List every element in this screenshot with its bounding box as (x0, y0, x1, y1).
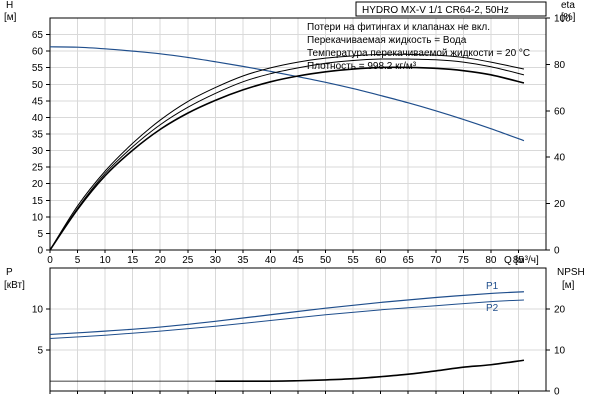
x-tick-label: 0 (47, 255, 53, 266)
note-line: Температура перекачиваемой жидкости = 20… (307, 48, 530, 59)
y2-tick-label: 40 (554, 153, 566, 164)
y-tick-label: 5 (37, 229, 43, 240)
chart-title: HYDRO MX-V 1/1 CR64-2, 50Hz (362, 5, 509, 16)
x-tick-label: 15 (127, 255, 139, 266)
x-axis-unit-q: [м³/ч] (515, 255, 539, 266)
series-line-4 (215, 359, 525, 382)
series-line-2 (49, 53, 525, 251)
note-line: Перекачиваемая жидкость = Вода (307, 35, 467, 46)
x-tick-label: 65 (403, 255, 415, 266)
head-efficiency-panel: 0 5 10 15 20 25 30 35 40 45 50 55 60 65 0 20 40 60 80 100 0 5… (32, 14, 571, 267)
y-tick-label: 30 (32, 146, 44, 157)
note-line: Плотность = 998.2 кг/м³ (307, 61, 417, 72)
y2-tick-label: 20 (554, 305, 566, 316)
x-tick-label: 10 (100, 255, 112, 266)
y-tick-label: 55 (32, 63, 44, 74)
y2-tick-label: 0 (554, 246, 560, 257)
y2-axis-label-npsh: NPSH (557, 267, 585, 278)
x-tick-label: 30 (210, 255, 222, 266)
x-tick-label: 50 (320, 255, 332, 266)
x-tick-label: 80 (485, 255, 497, 266)
y2-tick-label: 60 (554, 106, 566, 117)
x-tick-label: 40 (265, 255, 277, 266)
series-line-4 (49, 66, 525, 251)
y2-tick-label: 0 (554, 387, 560, 398)
y2-axis-unit-eta: [%] (561, 12, 576, 23)
x-tick-label: 85 (513, 255, 525, 266)
y-tick-label: 60 (32, 47, 44, 58)
x-axis-label-q: Q (504, 255, 512, 266)
y-tick-label: 35 (32, 130, 44, 141)
y2-tick-label: 10 (554, 346, 566, 357)
x-tick-label: 5 (75, 255, 81, 266)
x-tick-label: 20 (155, 255, 167, 266)
y-axis-label-p: P (6, 267, 13, 278)
series-line-p2 (49, 299, 524, 340)
x-tick-label: 70 (430, 255, 442, 266)
y-axis-label-h: H (6, 0, 13, 11)
y-axis-unit-p: [кВт] (4, 280, 25, 291)
y2-axis-unit-npsh: [м] (562, 280, 575, 291)
x-tick-label: 35 (237, 255, 249, 266)
x-tick-label: 55 (348, 255, 360, 266)
y-tick-label: 5 (37, 346, 43, 357)
y2-tick-label: 80 (554, 60, 566, 71)
y-tick-label: 40 (32, 113, 44, 124)
power-npsh-panel: 5 10 0 10 20 (32, 267, 566, 398)
series-line-1 (49, 46, 525, 142)
y2-tick-label: 20 (554, 199, 566, 210)
note-line: Потери на фитингах и клапанах не вкл. (307, 21, 490, 33)
title-box (355, 1, 547, 17)
y-tick-label: 20 (32, 179, 44, 190)
x-tick-label: 25 (182, 255, 194, 266)
series-line-3 (49, 58, 525, 251)
y-tick-label: 10 (32, 212, 44, 223)
legend-p2: P2 (486, 303, 499, 314)
x-tick-label: 60 (375, 255, 387, 266)
y-tick-label: 25 (32, 163, 44, 174)
y2-tick-label: 100 (554, 14, 571, 25)
y-axis-unit-h: [м] (4, 12, 17, 23)
x-tick-label: 45 (292, 255, 304, 266)
y-tick-label: 50 (32, 80, 44, 91)
y-tick-label: 10 (32, 305, 44, 316)
series-line-p1 (49, 291, 524, 336)
y-tick-label: 15 (32, 196, 44, 207)
y-tick-label: 0 (37, 246, 43, 257)
legend-p1: P1 (486, 281, 499, 292)
y2-axis-label-eta: eta (561, 0, 575, 11)
x-tick-label: 75 (458, 255, 470, 266)
y-tick-label: 65 (32, 30, 44, 41)
y-tick-label: 45 (32, 96, 44, 107)
